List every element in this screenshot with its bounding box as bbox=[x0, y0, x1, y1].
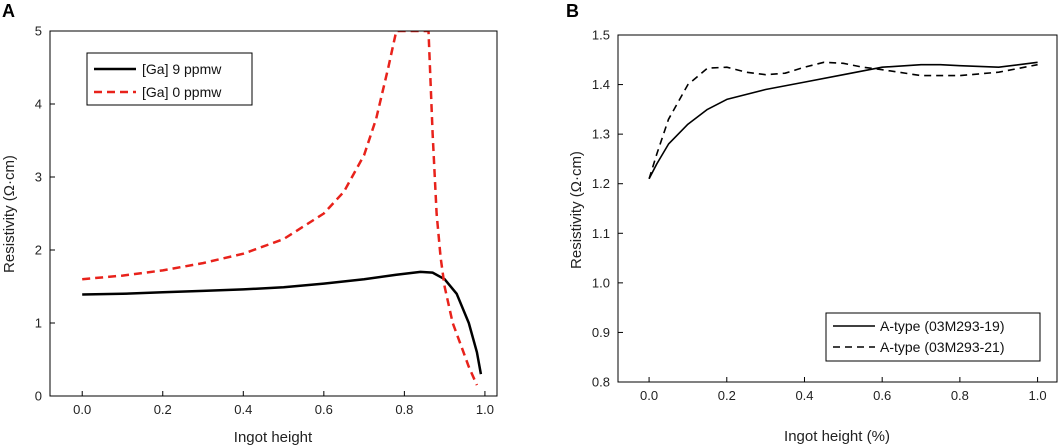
panel-a-y-tick-label: 5 bbox=[35, 24, 42, 39]
panel-b-legend-label-19: A-type (03M293-19) bbox=[880, 318, 1005, 334]
panel-b-x-tick-label: 0.2 bbox=[718, 388, 736, 403]
panel-a-y-tick-label: 2 bbox=[35, 243, 42, 258]
panel-a-x-axis-label: Ingot height bbox=[234, 429, 313, 446]
panel-b-y-tick-label: 0.8 bbox=[592, 375, 610, 390]
panel-b-series-line-0 bbox=[648, 61, 1038, 180]
panel-a-x-tick-label: 0.6 bbox=[315, 402, 333, 417]
panel-b-y-axis-label: Resistivity (Ω·cm) bbox=[568, 151, 585, 269]
panel-b-legend-label-21: A-type (03M293-21) bbox=[880, 339, 1005, 355]
panel-a-y-tick-label: 3 bbox=[35, 170, 42, 185]
panel-a-x-tick-label: 0.2 bbox=[154, 402, 172, 417]
panel-b-y-tick-label: 1.3 bbox=[592, 127, 610, 142]
panel-a-y-tick-label: 4 bbox=[35, 97, 42, 112]
panel-b-x-axis-label: Ingot height (%) bbox=[784, 428, 890, 445]
panel-b-y-tick-label: 1.1 bbox=[592, 226, 610, 241]
panel-a-y-tick-label: 1 bbox=[35, 316, 42, 331]
panel-b-label: B bbox=[566, 1, 579, 21]
panel-a-x-tick-label: 0.0 bbox=[73, 402, 91, 417]
panel-b-x-tick-label: 0.6 bbox=[873, 388, 891, 403]
panel-a-legend-label-ga0: [Ga] 0 ppmw bbox=[142, 84, 222, 100]
panel-b-y-tick-label: 1.4 bbox=[592, 77, 610, 92]
panel-b-x-tick-label: 0.8 bbox=[951, 388, 969, 403]
panel-b-series-line-1 bbox=[648, 61, 1038, 180]
panel-a-plot-frame bbox=[49, 30, 498, 397]
panel-a-legend-label-ga9: [Ga] 9 ppmw bbox=[142, 61, 222, 77]
panel-a-y-axis-label: Resistivity (Ω·cm) bbox=[1, 155, 18, 273]
panel-b-y-tick-label: 1.5 bbox=[592, 28, 610, 43]
panel-a-x-tick-label: 1.0 bbox=[476, 402, 494, 417]
panel-b-x-tick-label: 1.0 bbox=[1029, 388, 1047, 403]
panel-b-legend: A-type (03M293-19) A-type (03M293-21) bbox=[825, 312, 1041, 362]
panel-a-y-tick-label: 0 bbox=[35, 389, 42, 404]
panel-a-series-line-1 bbox=[82, 31, 479, 386]
panel-b-plot-frame bbox=[617, 34, 1058, 383]
panel-a-legend: [Ga] 9 ppmw [Ga] 0 ppmw bbox=[86, 52, 253, 106]
panel-a-x-tick-label: 0.8 bbox=[395, 402, 413, 417]
panel-b-legend-box bbox=[825, 312, 1041, 362]
panel-a-label: A bbox=[2, 1, 15, 21]
panel-a-x-tick-label: 0.4 bbox=[234, 402, 252, 417]
panel-b-y-tick-label: 0.9 bbox=[592, 325, 610, 340]
panel-b-x-tick-label: 0.0 bbox=[640, 388, 658, 403]
panel-a-series-line-0 bbox=[82, 270, 483, 375]
panel-b-y-tick-label: 1.2 bbox=[592, 176, 610, 191]
panel-b-x-tick-label: 0.4 bbox=[795, 388, 813, 403]
panel-b: B 0.0 0.2 0.4 0.6 0.8 1.0 0.8 0.9 1.0 1.1 1.2 1.3 1.… bbox=[566, 1, 1058, 445]
panel-b-y-tick-label: 1.0 bbox=[592, 275, 610, 290]
panel-a-legend-box bbox=[86, 52, 253, 106]
